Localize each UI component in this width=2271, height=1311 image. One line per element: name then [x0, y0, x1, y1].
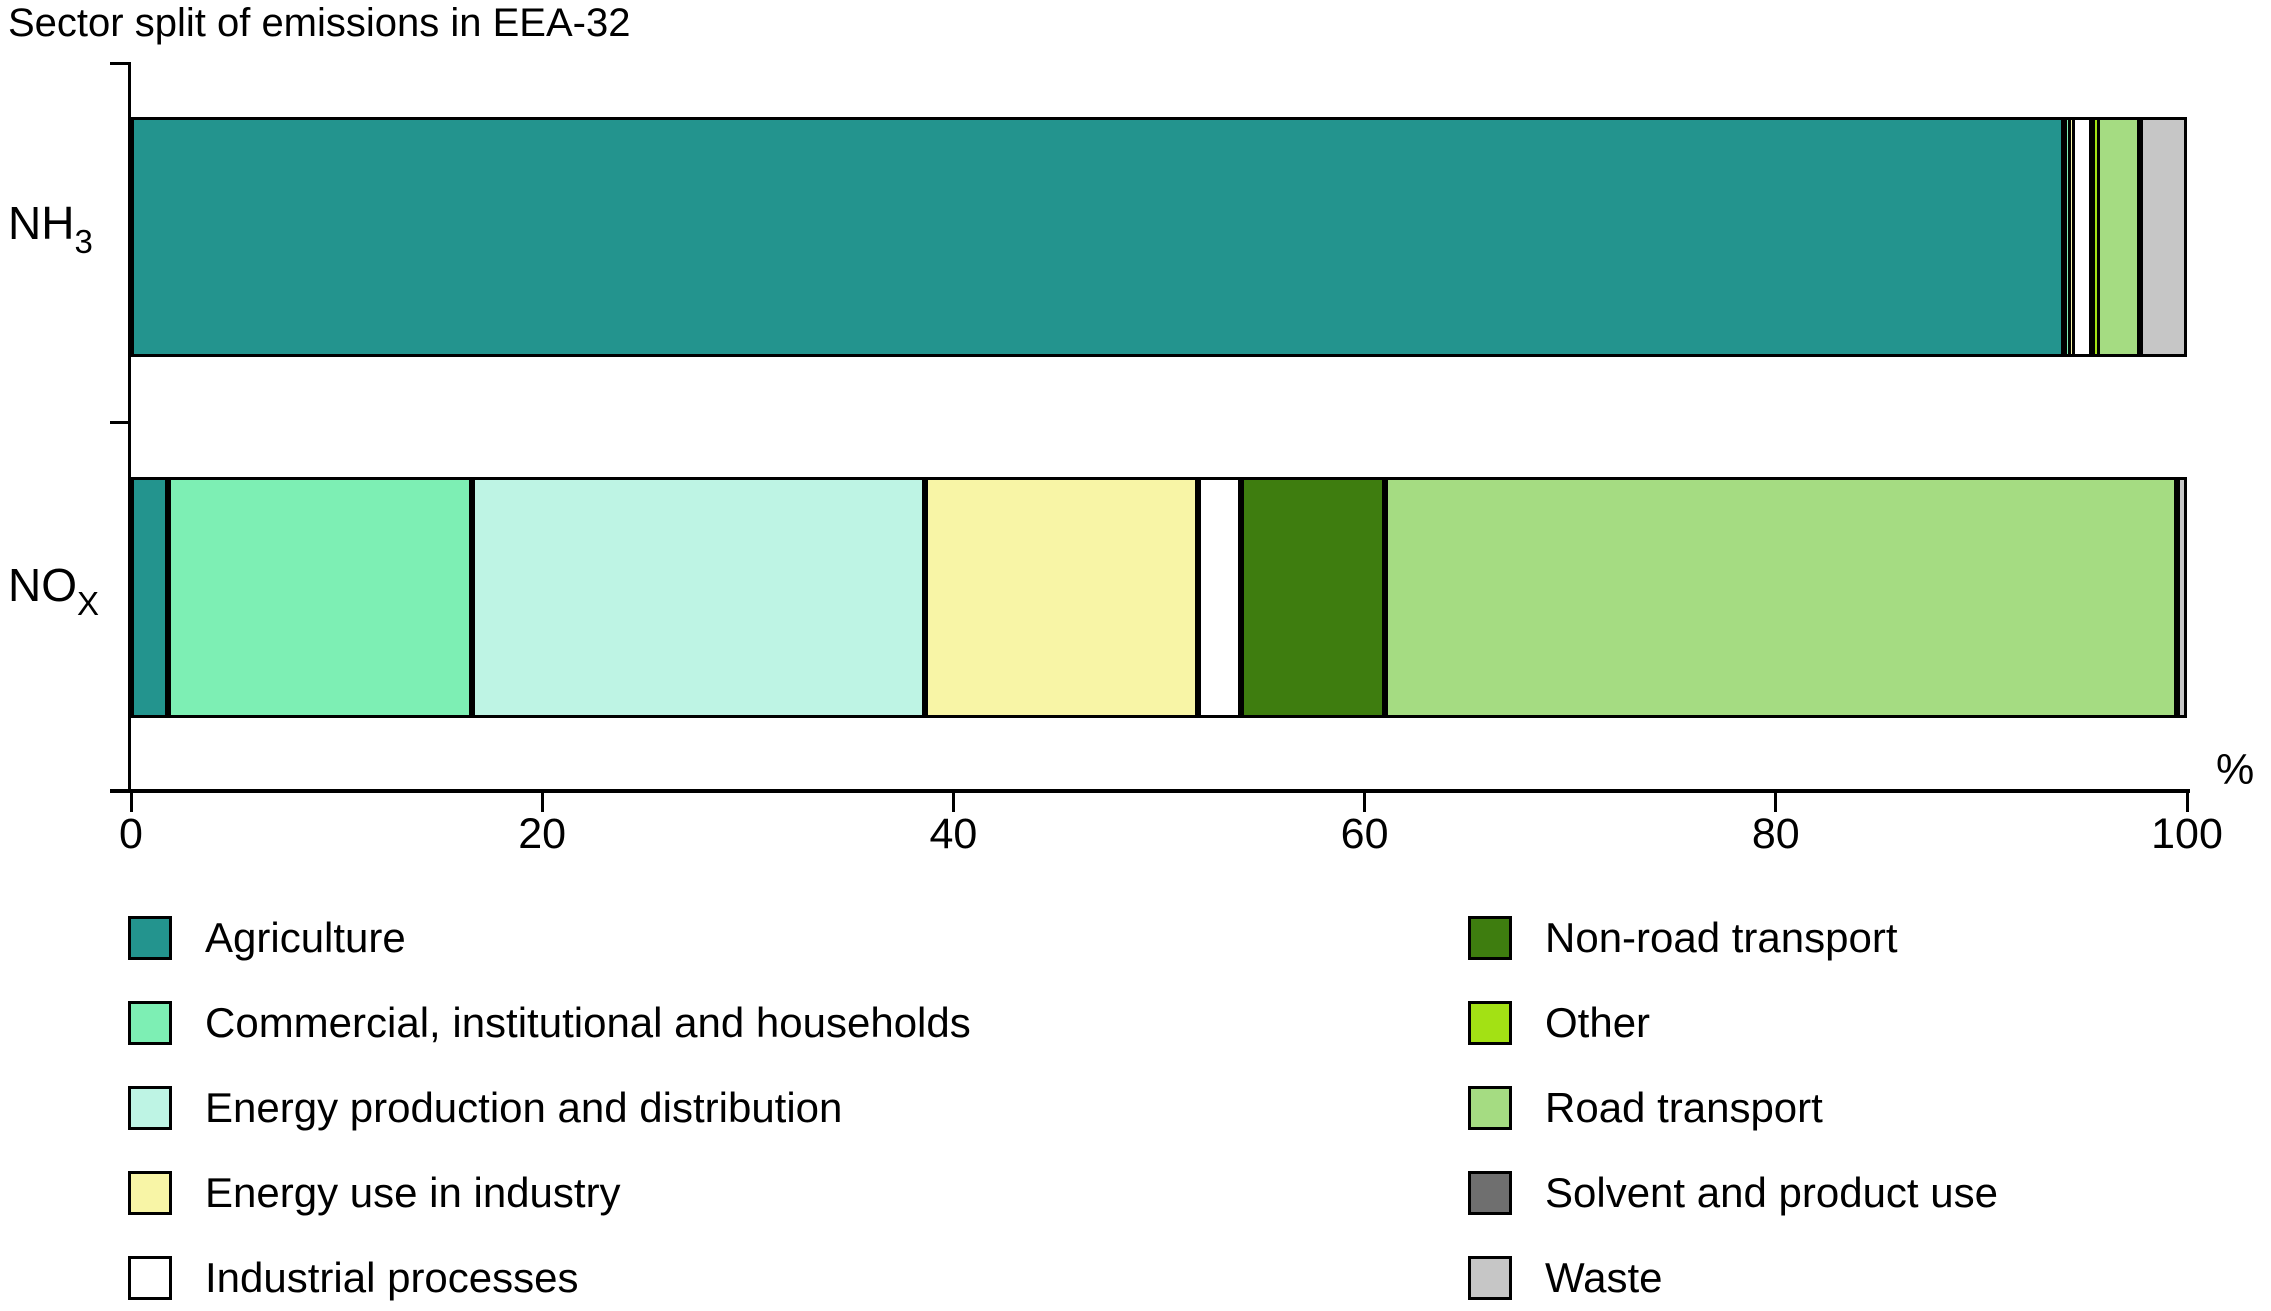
legend-swatch — [128, 1086, 172, 1130]
legend-item-energy-production-and-distribution: Energy production and distribution — [128, 1083, 842, 1133]
legend-swatch — [1468, 1086, 1512, 1130]
x-tick-60 — [1363, 793, 1367, 812]
bar-segment-industrial-processes — [1198, 477, 1242, 718]
legend-item-agriculture: Agriculture — [128, 913, 406, 963]
x-tick-100 — [2185, 793, 2189, 812]
legend-item-solvent-and-product-use: Solvent and product use — [1468, 1168, 1998, 1218]
stacked-bar-nox — [131, 477, 2187, 718]
x-tick-80 — [1774, 793, 1778, 812]
x-tick-label-20: 20 — [518, 810, 567, 858]
bar-segment-agriculture — [131, 117, 2064, 357]
bar-segment-waste — [2139, 117, 2187, 357]
legend-swatch — [1468, 1171, 1512, 1215]
bar-segment-agriculture — [131, 477, 168, 718]
legend-label: Waste — [1545, 1254, 1663, 1301]
legend-item-energy-use-in-industry: Energy use in industry — [128, 1168, 621, 1218]
legend-item-commercial-institutional-and-households: Commercial, institutional and households — [128, 998, 971, 1048]
category-label-nox: NOX — [8, 558, 99, 622]
bar-segment-commercial-institutional-and-households — [168, 477, 473, 718]
x-tick-label-40: 40 — [929, 810, 978, 858]
legend-item-road-transport: Road transport — [1468, 1083, 1823, 1133]
legend-label: Non-road transport — [1545, 914, 1898, 961]
bar-segment-waste — [2176, 477, 2187, 718]
y-axis-tick-middle — [110, 421, 129, 424]
legend-swatch — [128, 916, 172, 960]
bar-segment-non-road-transport — [1241, 477, 1386, 718]
y-axis-tick-top — [110, 62, 129, 65]
legend-item-waste: Waste — [1468, 1253, 1662, 1303]
x-tick-20 — [540, 793, 544, 812]
legend-swatch — [1468, 1256, 1512, 1300]
legend-swatch — [1468, 1001, 1512, 1045]
legend-label: Commercial, institutional and households — [205, 999, 971, 1046]
chart-title: Sector split of emissions in EEA-32 — [8, 1, 631, 45]
category-label-nh3-base: NH — [8, 197, 75, 249]
x-tick-40 — [951, 793, 955, 812]
legend-label: Road transport — [1545, 1084, 1823, 1131]
legend-item-non-road-transport: Non-road transport — [1468, 913, 1898, 963]
category-label-nh3: NH3 — [8, 196, 93, 260]
y-axis-line — [128, 62, 131, 793]
category-label-nh3-subscript: 3 — [74, 223, 93, 260]
bar-segment-industrial-processes — [2071, 117, 2093, 357]
x-tick-label-100: 100 — [2151, 810, 2223, 858]
legend-label: Energy production and distribution — [205, 1084, 843, 1131]
bar-segment-energy-use-in-industry — [924, 477, 1198, 718]
legend-label: Agriculture — [205, 914, 406, 961]
legend-label: Energy use in industry — [205, 1169, 621, 1216]
x-tick-0 — [129, 793, 133, 812]
legend-item-other: Other — [1468, 998, 1650, 1048]
legend-item-industrial-processes: Industrial processes — [128, 1253, 579, 1303]
bar-segment-energy-production-and-distribution — [472, 477, 925, 718]
x-tick-label-60: 60 — [1340, 810, 1389, 858]
legend-label: Other — [1545, 999, 1651, 1046]
legend-swatch — [128, 1256, 172, 1300]
x-tick-label-0: 0 — [119, 810, 143, 858]
x-axis-line — [110, 789, 2190, 793]
legend-swatch — [1468, 916, 1512, 960]
stacked-bar-nh3 — [131, 117, 2187, 357]
legend-swatch — [128, 1171, 172, 1215]
legend-label: Solvent and product use — [1545, 1169, 1998, 1216]
category-label-nox-subscript: X — [77, 585, 100, 622]
legend-swatch — [128, 1001, 172, 1045]
x-tick-label-80: 80 — [1751, 810, 1800, 858]
x-axis-unit-label: % — [2216, 746, 2255, 794]
bar-segment-road-transport — [2096, 117, 2140, 357]
category-label-nox-base: NO — [8, 559, 77, 611]
bar-segment-road-transport — [1385, 477, 2177, 718]
legend-label: Industrial processes — [205, 1254, 579, 1301]
